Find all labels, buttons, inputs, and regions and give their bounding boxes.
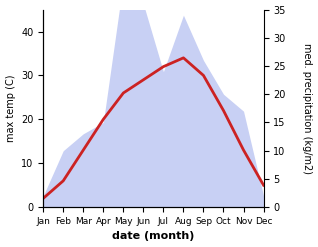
X-axis label: date (month): date (month) — [112, 231, 195, 242]
Y-axis label: med. precipitation (kg/m2): med. precipitation (kg/m2) — [302, 43, 313, 174]
Y-axis label: max temp (C): max temp (C) — [5, 75, 16, 142]
